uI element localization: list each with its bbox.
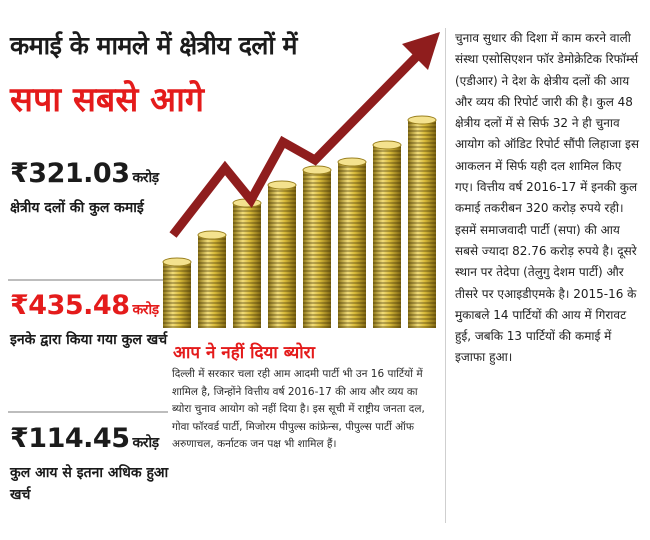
coin-stack-ridges xyxy=(338,162,366,328)
headline-block: कमाई के मामले में क्षेत्रीय दलों में सपा… xyxy=(10,30,430,120)
coin-stack-ridges xyxy=(268,185,296,328)
stat-divider xyxy=(8,279,168,281)
stat-amount: ₹114.45 xyxy=(10,423,130,454)
coin-stack-top xyxy=(407,115,437,125)
coin-stack-ridges xyxy=(408,120,436,328)
column-divider xyxy=(445,28,446,523)
stat-value: ₹114.45 करोड़ xyxy=(10,423,175,459)
stat-amount: ₹435.48 xyxy=(10,290,130,321)
coin-stacks-illustration xyxy=(162,32,440,328)
coin-stack-top xyxy=(302,165,332,175)
stat-value: ₹435.48 करोड़ xyxy=(10,290,175,326)
coin-stack-top xyxy=(267,180,297,190)
sidebar-body: दिल्ली में सरकार चला रही आम आदमी पार्टी … xyxy=(172,368,425,450)
arrow-head-icon xyxy=(402,32,440,70)
stat-label: इनके द्वारा किया गया कुल खर्च xyxy=(10,332,168,348)
stat-excess-expense: ₹114.45 करोड़ कुल आय से इतना अधिक हुआ खर्… xyxy=(10,423,175,506)
coin-stack-top xyxy=(337,157,367,167)
stat-divider xyxy=(8,411,168,413)
headline-line1: कमाई के मामले में क्षेत्रीय दलों में xyxy=(10,31,297,60)
stat-amount: ₹321.03 xyxy=(10,158,130,189)
coin-stack-ridges xyxy=(303,170,331,328)
stat-value: ₹321.03 करोड़ xyxy=(10,158,175,194)
coin-stack-ridges xyxy=(198,235,226,328)
headline-line2: सपा सबसे आगे xyxy=(10,80,205,120)
stat-unit: करोड़ xyxy=(132,302,159,318)
stat-unit: करोड़ xyxy=(132,435,159,451)
coin-stack-ridges xyxy=(233,203,261,328)
coin-stack-top xyxy=(372,140,402,150)
stat-label: क्षेत्रीय दलों की कुल कमाई xyxy=(10,200,144,216)
stat-unit: करोड़ xyxy=(132,170,159,186)
coin-stack-ridges xyxy=(163,262,191,328)
stat-label: कुल आय से इतना अधिक हुआ खर्च xyxy=(10,465,169,503)
coin-stacks xyxy=(162,115,437,328)
coin-stack-ridges xyxy=(373,145,401,328)
stat-total-income: ₹321.03 करोड़ क्षेत्रीय दलों की कुल कमाई xyxy=(10,158,175,219)
sidebar-heading: आप ने नहीं दिया ब्योरा xyxy=(173,343,316,363)
coin-stack-top xyxy=(162,257,192,267)
growth-arrow-icon xyxy=(169,44,429,238)
coin-stack-top xyxy=(197,230,227,240)
stat-total-expense: ₹435.48 करोड़ इनके द्वारा किया गया कुल खर… xyxy=(10,290,175,351)
article-body: चुनाव सुधार की दिशा में काम करने वाली सं… xyxy=(455,31,640,365)
